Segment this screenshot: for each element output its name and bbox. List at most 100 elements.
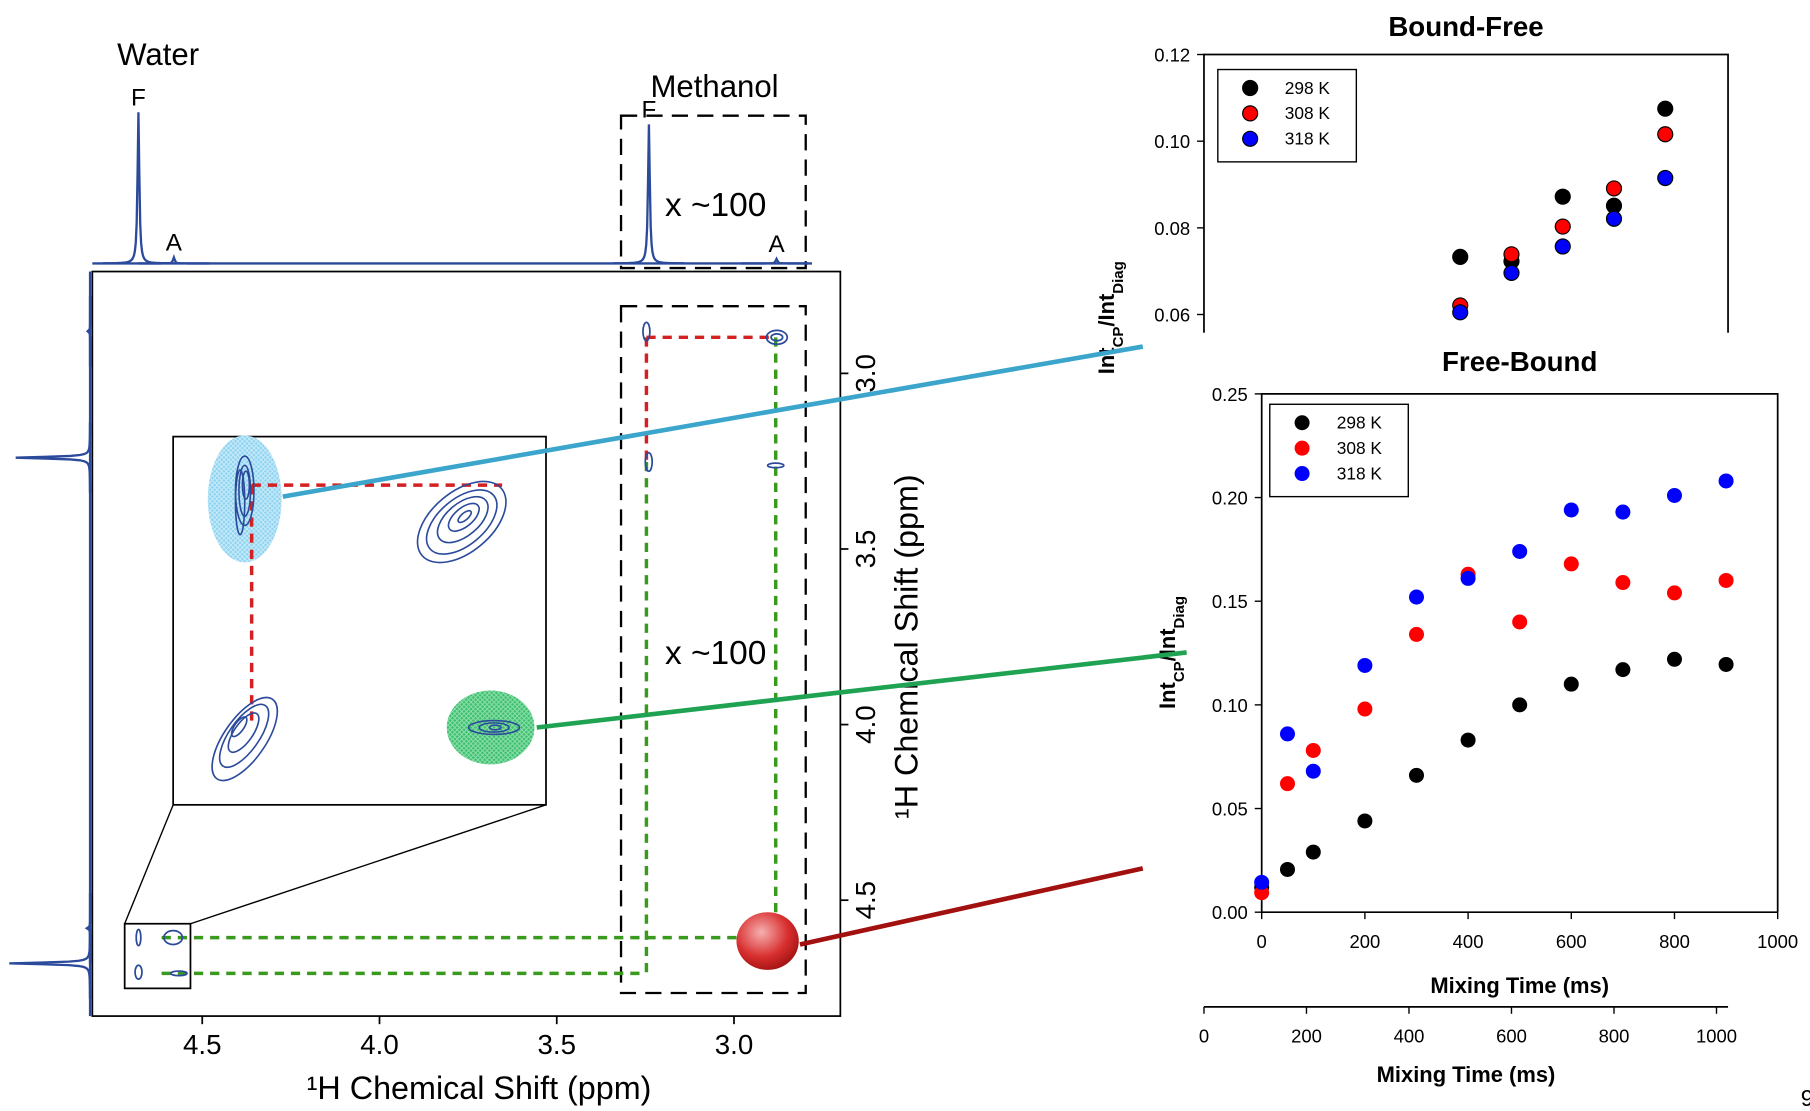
- page-number: 9: [1801, 1085, 1810, 1111]
- y-tick-label: 0.08: [1154, 218, 1190, 239]
- link-line: [799, 866, 1144, 947]
- data-point: [1657, 126, 1674, 143]
- data-point: [1554, 218, 1571, 235]
- y-tick-label: 3.0: [850, 354, 881, 392]
- x-axis-label: Mixing Time (ms): [1377, 1062, 1556, 1087]
- data-point: [1718, 656, 1734, 672]
- data-point: [1279, 726, 1295, 742]
- legend-box: [1217, 68, 1358, 163]
- y-tick-label: 0.00: [1212, 902, 1248, 923]
- x-tick-label: 400: [1453, 931, 1484, 952]
- data-point: [1460, 732, 1476, 748]
- legend-label: 298 K: [1285, 78, 1331, 98]
- highlight: [736, 912, 799, 970]
- plot-frame: [1203, 53, 1729, 337]
- data-point: [1666, 585, 1682, 601]
- x-tick-label: 200: [1349, 931, 1380, 952]
- y-axis-label-part: /Int: [1094, 293, 1119, 327]
- data-point: [1563, 676, 1579, 692]
- x-tick-label: 0: [1257, 931, 1267, 952]
- dashed-box: [619, 305, 807, 995]
- data-point: [1554, 238, 1571, 255]
- x-tick-label: 800: [1599, 1026, 1630, 1047]
- peak-label: A: [768, 231, 785, 258]
- red-dash: [249, 483, 503, 728]
- y-tick-label: 0.15: [1212, 591, 1248, 612]
- data-point: [1254, 874, 1270, 890]
- spectrum-peak: [613, 124, 685, 265]
- annotation: Water: [117, 37, 199, 72]
- x-tick-label: 600: [1496, 1026, 1527, 1047]
- legend-label: 308 K: [1285, 103, 1331, 123]
- legend-label: 318 K: [1285, 129, 1331, 149]
- data-point: [1512, 697, 1528, 713]
- y-tick-label: 0.25: [1212, 384, 1248, 405]
- dashed-box: [619, 114, 807, 270]
- legend-marker: [1242, 105, 1259, 122]
- legend-marker: [1294, 466, 1310, 482]
- y-axis-label-part: CP: [1109, 327, 1126, 348]
- x-tick-label: 1000: [1696, 1026, 1737, 1047]
- link-lines: [282, 344, 1187, 947]
- y-axis-label-part: Int: [1155, 681, 1180, 708]
- y-axis-label: IntCP/IntDiag: [1094, 261, 1127, 374]
- data-point: [1452, 304, 1469, 321]
- red-dash: [644, 335, 776, 462]
- highlight: [446, 690, 535, 765]
- x-tick-label: 4.5: [183, 1029, 221, 1060]
- data-point: [1254, 885, 1270, 901]
- legend-label: 308 K: [1337, 438, 1383, 458]
- y-tick-label: 0.05: [1212, 798, 1248, 819]
- y-axis-label-part: Diag: [1171, 596, 1188, 629]
- data-point: [1408, 589, 1424, 605]
- y-axis-label-part: CP: [1171, 661, 1188, 682]
- cross-peaks: [134, 321, 789, 981]
- annotation: Methanol: [650, 69, 778, 104]
- side-spectrum-peak: [9, 928, 92, 999]
- data-point: [1512, 614, 1528, 630]
- x-axis-label: ¹H Chemical Shift (ppm): [307, 1070, 652, 1106]
- data-point: [1512, 543, 1528, 559]
- data-point: [1605, 210, 1623, 227]
- data-point: [1554, 188, 1571, 205]
- chart-title: Free-Bound: [1442, 346, 1597, 377]
- link-line: [536, 650, 1187, 730]
- side-spectrum-peak: [15, 422, 92, 493]
- data-point: [1666, 651, 1682, 667]
- connectors: [161, 335, 778, 976]
- data-point: [1718, 473, 1734, 489]
- spectrum-peak: [102, 112, 174, 265]
- plot-frame: [1260, 393, 1779, 913]
- link-line: [282, 344, 1144, 499]
- y-tick-label: 4.0: [850, 705, 881, 744]
- spectrum-peak: [138, 253, 210, 265]
- legend-label: 298 K: [1337, 413, 1383, 433]
- x-axis-label: Mixing Time (ms): [1430, 973, 1609, 998]
- legend-label: 318 K: [1337, 463, 1383, 483]
- data-point: [1605, 180, 1623, 197]
- data-point: [1305, 742, 1321, 758]
- data-point: [1615, 504, 1631, 520]
- plot-frame: [91, 270, 842, 1017]
- y-tick-label: 3.5: [850, 530, 881, 569]
- y-tick-label: 4.5: [850, 881, 881, 920]
- data-point: [1718, 572, 1734, 588]
- data-point: [1305, 844, 1321, 860]
- y-axis-label-part: Diag: [1109, 261, 1126, 294]
- data-point: [1615, 662, 1631, 678]
- data-point: [1460, 570, 1476, 586]
- y-tick-label: 0.10: [1154, 131, 1190, 152]
- peak-label: A: [166, 229, 183, 256]
- nmr-panel: Water Methanol x ~100 x ~100 ¹H Chemical…: [9, 37, 925, 1106]
- x-tick-label: 400: [1394, 1026, 1425, 1047]
- y-tick-label: 0.20: [1212, 487, 1248, 508]
- x-tick-label: 4.0: [360, 1029, 398, 1060]
- data-point: [1503, 264, 1520, 281]
- y-tick-label: 0.12: [1154, 44, 1190, 65]
- x-tick-label: 200: [1291, 1026, 1322, 1047]
- x-tick-label: 1000: [1757, 931, 1798, 952]
- legend-marker: [1242, 79, 1259, 97]
- data-point: [1657, 100, 1674, 117]
